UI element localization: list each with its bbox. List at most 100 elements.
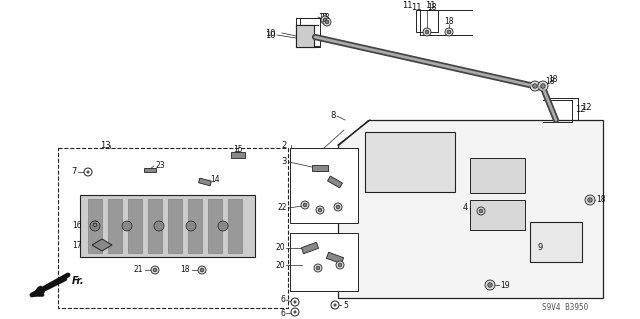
Text: 15: 15 <box>233 145 243 153</box>
Text: 11: 11 <box>425 2 435 11</box>
Circle shape <box>541 84 545 88</box>
Circle shape <box>479 209 483 213</box>
Circle shape <box>530 81 540 91</box>
Circle shape <box>445 28 453 36</box>
Bar <box>108 199 122 253</box>
Circle shape <box>447 30 451 34</box>
Text: 16: 16 <box>72 220 82 229</box>
Text: 7: 7 <box>72 167 77 176</box>
Circle shape <box>532 84 537 88</box>
Circle shape <box>334 203 342 211</box>
Bar <box>80 195 255 257</box>
Text: 18: 18 <box>180 265 190 275</box>
Circle shape <box>90 221 100 231</box>
Polygon shape <box>328 176 342 188</box>
Text: 18: 18 <box>545 78 554 86</box>
Circle shape <box>93 223 97 227</box>
Circle shape <box>186 221 196 231</box>
Circle shape <box>333 303 337 307</box>
Polygon shape <box>231 152 245 158</box>
Circle shape <box>291 308 299 316</box>
Circle shape <box>293 310 296 314</box>
Text: 10: 10 <box>266 31 276 40</box>
Circle shape <box>200 268 204 272</box>
Circle shape <box>316 206 324 214</box>
Bar <box>148 199 162 253</box>
Text: 22: 22 <box>278 204 287 212</box>
Text: 23: 23 <box>155 160 164 169</box>
Bar <box>470 158 525 193</box>
Text: 10: 10 <box>266 28 276 38</box>
Text: 6: 6 <box>280 295 285 305</box>
Bar <box>228 199 242 253</box>
Circle shape <box>314 264 322 272</box>
Circle shape <box>301 201 309 209</box>
Text: 18: 18 <box>596 196 605 204</box>
Bar <box>208 199 222 253</box>
Circle shape <box>538 81 548 91</box>
Circle shape <box>316 266 320 270</box>
Circle shape <box>323 18 327 22</box>
Circle shape <box>423 28 431 36</box>
Bar <box>296 25 314 47</box>
Circle shape <box>86 170 90 174</box>
Text: 18: 18 <box>548 76 557 85</box>
Circle shape <box>338 263 342 267</box>
Circle shape <box>425 30 429 34</box>
Text: Fr.: Fr. <box>72 276 84 286</box>
Circle shape <box>154 221 164 231</box>
Text: 9: 9 <box>537 243 542 253</box>
Text: 18: 18 <box>427 3 436 11</box>
Bar <box>300 18 320 46</box>
Text: 12: 12 <box>575 106 586 115</box>
Text: 20: 20 <box>275 261 285 270</box>
Bar <box>128 199 142 253</box>
Polygon shape <box>198 178 211 186</box>
Polygon shape <box>301 242 319 254</box>
Circle shape <box>303 203 307 207</box>
Bar <box>58 148 288 308</box>
Circle shape <box>323 18 331 26</box>
Circle shape <box>198 266 206 274</box>
Bar <box>88 199 102 253</box>
Circle shape <box>331 301 339 309</box>
Circle shape <box>84 168 92 176</box>
Polygon shape <box>338 120 603 298</box>
Circle shape <box>325 20 329 24</box>
Bar <box>470 200 525 230</box>
Bar <box>168 199 182 253</box>
Text: 18: 18 <box>444 17 454 26</box>
Circle shape <box>293 300 296 304</box>
Bar <box>188 199 202 253</box>
Circle shape <box>91 221 99 229</box>
Text: 4: 4 <box>463 204 468 212</box>
Circle shape <box>151 266 159 274</box>
Polygon shape <box>326 252 344 264</box>
Circle shape <box>477 207 485 215</box>
Circle shape <box>153 268 157 272</box>
Bar <box>530 222 582 262</box>
Text: 3: 3 <box>282 158 287 167</box>
Text: 17: 17 <box>72 241 82 249</box>
Bar <box>290 233 358 291</box>
Text: 11: 11 <box>403 2 413 11</box>
Circle shape <box>336 261 344 269</box>
Text: 21: 21 <box>134 265 143 275</box>
Text: 14: 14 <box>210 174 220 183</box>
Circle shape <box>588 198 592 202</box>
Circle shape <box>318 208 322 212</box>
Polygon shape <box>144 167 156 172</box>
Text: 11: 11 <box>411 3 421 11</box>
Text: 12: 12 <box>581 103 591 113</box>
Text: 18: 18 <box>320 12 330 21</box>
Text: 19: 19 <box>500 280 509 290</box>
Circle shape <box>291 298 299 306</box>
Circle shape <box>485 280 495 290</box>
Bar <box>365 132 455 192</box>
Text: S9V4 B3950: S9V4 B3950 <box>542 303 588 313</box>
Text: 2: 2 <box>282 140 287 150</box>
Text: 18: 18 <box>318 12 328 21</box>
Polygon shape <box>92 239 112 251</box>
Bar <box>416 10 438 32</box>
Text: 13: 13 <box>100 140 111 150</box>
